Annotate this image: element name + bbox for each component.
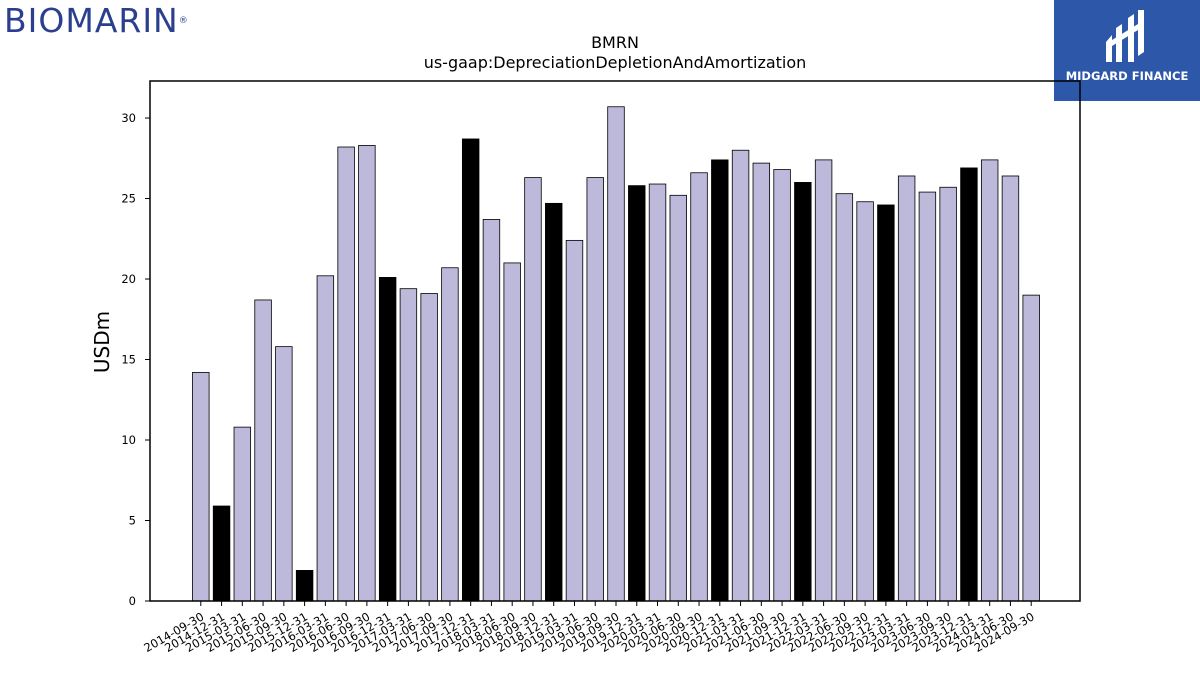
y-tick-label: 0	[129, 594, 136, 608]
bar-2023-09-30	[939, 186, 957, 602]
bar-2020-06-30	[669, 194, 687, 602]
y-tick-label: 30	[121, 111, 136, 125]
bar-2015-03-31	[233, 426, 252, 602]
x-axis-ticks: 2014-09-302014-12-312015-03-312015-06-30…	[141, 601, 1037, 655]
bar-2021-06-30	[752, 162, 771, 602]
y-tick-label: 25	[121, 192, 136, 206]
bar-2015-09-30	[275, 346, 293, 602]
bar-2019-12-31	[628, 185, 646, 602]
bar-2021-03-31	[731, 149, 750, 602]
bar-2020-09-30	[690, 172, 708, 602]
bar-2015-06-30	[254, 299, 272, 602]
y-tick-label: 15	[121, 353, 136, 367]
bar-2021-12-31	[794, 182, 812, 602]
bar-2016-09-30	[358, 144, 376, 602]
bar-2014-12-31	[212, 505, 231, 602]
bar-2019-09-30	[607, 106, 625, 602]
bar-2024-06-30	[1001, 175, 1020, 602]
chart-subtitle: us-gaap:DepreciationDepletionAndAmortiza…	[424, 53, 807, 72]
bar-2021-09-30	[773, 169, 791, 602]
plot-frame	[149, 80, 1081, 602]
bar-2017-09-30	[441, 267, 459, 602]
bar-2018-09-30	[524, 177, 542, 602]
bar-2022-03-31	[814, 159, 833, 602]
bar-2014-09-30	[192, 371, 210, 602]
bar-2018-03-31	[482, 219, 501, 602]
bar-2024-03-31	[980, 159, 999, 602]
bar-2017-06-30	[420, 293, 438, 602]
bar-2018-06-30	[503, 262, 521, 602]
bar-2022-06-30	[835, 193, 854, 602]
biomarin-logo: BIOMARIN®	[4, 2, 189, 40]
bar-2019-06-30	[586, 177, 604, 602]
bar-2019-03-31	[565, 239, 584, 602]
registered-mark: ®	[178, 16, 189, 26]
bar-2022-12-31	[877, 204, 895, 602]
bars-group	[192, 106, 1040, 602]
bar-2017-12-31	[461, 138, 480, 602]
bar-2018-12-31	[545, 202, 563, 602]
bar-2015-12-31	[295, 570, 314, 602]
bar-2023-06-30	[918, 191, 937, 602]
y-tick-label: 10	[121, 433, 136, 447]
bar-2024-09-30	[1022, 294, 1040, 602]
y-axis-ticks: 0 5 10 15 20 25 30	[121, 111, 150, 608]
bar-2023-12-31	[960, 167, 978, 602]
bar-2016-03-31	[316, 275, 335, 602]
bar-2020-03-31	[648, 183, 667, 602]
y-tick-label: 5	[129, 514, 136, 528]
bar-2020-12-31	[711, 159, 729, 602]
y-axis-label: USDm	[90, 311, 114, 373]
bar-2016-12-31	[378, 277, 397, 602]
midgard-emblem-icon	[1106, 10, 1144, 62]
y-tick-label: 20	[121, 272, 136, 286]
chart-title: BMRN	[591, 33, 639, 52]
midgard-finance-text: MIDGARD FINANCE	[1065, 69, 1189, 83]
bar-2022-09-30	[856, 201, 874, 602]
midgard-finance-logo: MIDGARD FINANCE	[1054, 0, 1200, 101]
bar-2023-03-31	[897, 175, 916, 602]
biomarin-logo-text: BIOMARIN	[4, 1, 179, 40]
bar-2017-03-31	[399, 288, 418, 602]
bar-2016-06-30	[337, 146, 355, 602]
